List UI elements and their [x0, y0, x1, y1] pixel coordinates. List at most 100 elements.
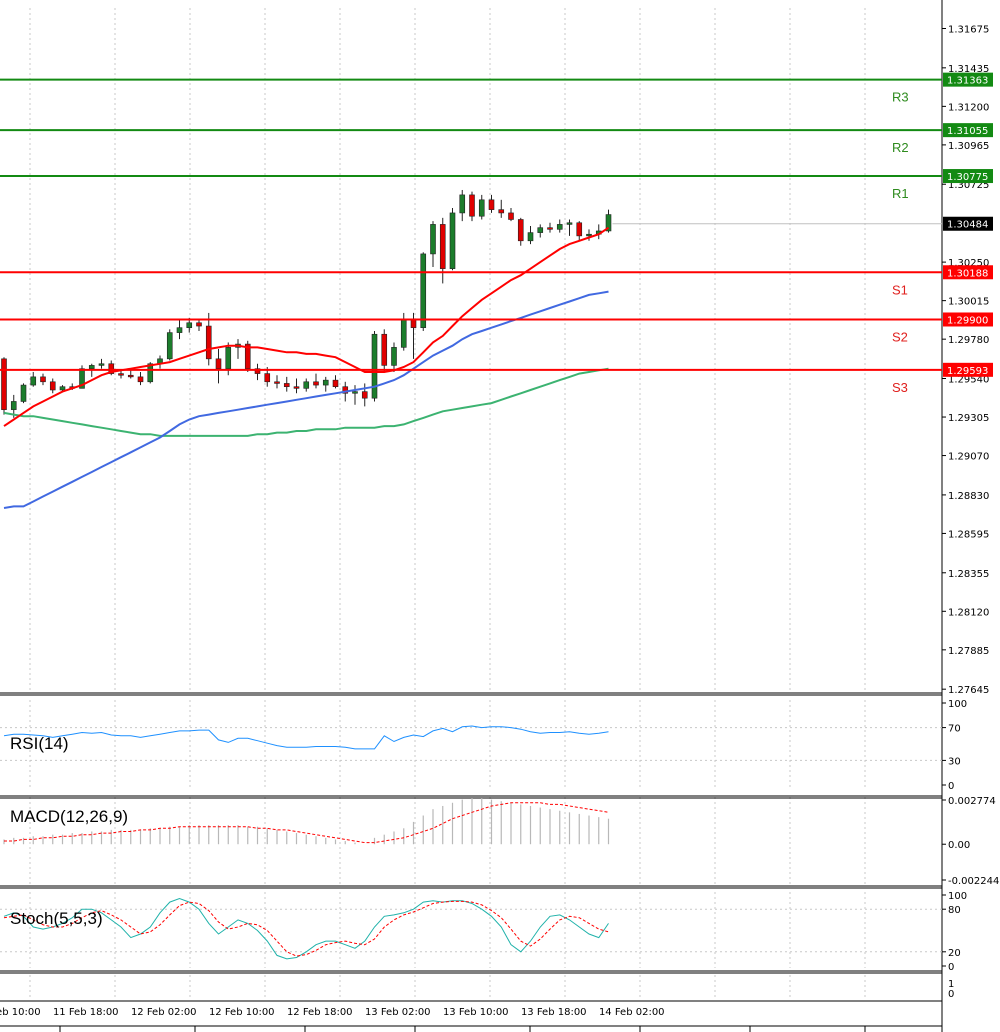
rsi-axis-label: 30	[948, 756, 961, 767]
price-axis-label: 1.31435	[948, 64, 989, 75]
price-axis-label: 1.28595	[948, 529, 989, 540]
pane-borders	[0, 0, 943, 1032]
macd-axis-label: 0.002774	[948, 796, 996, 807]
stoch-axis-label: 20	[948, 948, 961, 959]
macd-label: MACD(12,26,9)	[10, 807, 128, 826]
price-axis-label: 1.28120	[948, 607, 989, 618]
price-axis-label: 1.28830	[948, 491, 989, 502]
candle-body	[430, 224, 436, 255]
rsi-axis-label: 100	[948, 699, 967, 710]
candle-body	[293, 386, 300, 389]
macd-axis-label: -0.002244	[948, 876, 999, 887]
candle-body	[488, 199, 495, 210]
price-axis-label: 1.30015	[948, 297, 989, 308]
candle-body	[10, 401, 17, 410]
candle-body	[59, 386, 66, 391]
candle-body	[566, 222, 573, 225]
price-axis-label: 1.30725	[948, 180, 989, 191]
price-axis-label: 1.29070	[948, 452, 989, 463]
level-name-s2: S2	[892, 329, 908, 344]
level-price-tag	[943, 72, 993, 87]
candle-body	[283, 383, 290, 388]
candle-body	[371, 333, 378, 399]
time-axis-label: 13 Feb 10:00	[443, 1007, 509, 1018]
price-axis-label: 1.31675	[948, 24, 989, 35]
level-price-tag	[943, 123, 993, 138]
candle-body	[137, 376, 144, 383]
rsi-label: RSI(14)	[10, 734, 69, 753]
candle-body	[527, 232, 534, 242]
candle-body	[108, 363, 115, 374]
stoch-pane[interactable]	[0, 897, 942, 960]
price-axis-label: 1.30250	[948, 258, 989, 269]
candle-body	[186, 322, 193, 328]
current-price-label: 1.30484	[947, 220, 988, 231]
level-price-label: 1.31363	[947, 76, 988, 87]
time-axis-label: 12 Feb 18:00	[287, 1007, 353, 1018]
rsi-axis-label: 0	[948, 781, 954, 792]
candle-body	[205, 325, 212, 360]
candle-body	[254, 368, 261, 374]
candle-body	[322, 379, 329, 386]
level-price-tag	[943, 265, 993, 280]
empty-pane-label: 1	[948, 979, 954, 990]
candle-body	[20, 384, 27, 402]
level-name-r2: R2	[892, 140, 909, 155]
stoch-label: Stoch(5,5,3)	[10, 909, 103, 928]
candle-body	[176, 327, 183, 333]
candle-body	[332, 379, 339, 388]
level-name-r3: R3	[892, 90, 909, 105]
candle-body	[508, 212, 514, 220]
candle-body	[469, 194, 475, 217]
candle-body	[147, 363, 154, 383]
candle-body	[439, 224, 446, 269]
candle-body	[400, 319, 407, 348]
level-name-r1: R1	[892, 186, 909, 201]
ma-green-line	[3, 367, 609, 437]
level-price-label: 1.29593	[947, 366, 988, 377]
candle-body	[605, 214, 612, 232]
candle-body	[586, 233, 592, 237]
price-axis-label: 1.29540	[948, 375, 989, 386]
stoch-axis-label: 100	[948, 891, 967, 902]
price-axis-label: 1.27885	[948, 646, 989, 657]
candle-body	[352, 391, 358, 394]
rsi-pane[interactable]	[0, 725, 942, 761]
candle-body	[449, 212, 456, 269]
empty-pane-label: 0	[948, 989, 954, 1000]
price-axis-label: 1.29780	[948, 335, 989, 346]
level-price-label: 1.30775	[947, 172, 988, 183]
candle-body	[391, 347, 397, 366]
rsi-line	[3, 725, 609, 750]
level-price-tag	[943, 312, 993, 327]
time-axis-label: 12 Feb 02:00	[131, 1007, 197, 1018]
time-axis-label: 13 Feb 18:00	[521, 1007, 587, 1018]
macd-pane[interactable]	[3, 797, 610, 845]
level-price-tag	[943, 362, 993, 377]
macd-signal-line	[4, 802, 609, 844]
candle-body	[478, 199, 485, 217]
candle-body	[517, 219, 524, 242]
stoch-axis-label: 0	[948, 962, 954, 973]
ma-blue-line	[3, 290, 609, 509]
time-axis-label: 12 Feb 10:00	[209, 1007, 275, 1018]
price-axis-label: 1.27645	[948, 685, 989, 696]
candle-body	[410, 319, 417, 328]
candle-body	[225, 347, 232, 369]
candle-body	[49, 381, 56, 391]
axes: 1.31675 1.31435 1.31200 1.30965 1.30725 1.302…	[0, 24, 999, 1032]
ma-red-line	[3, 226, 610, 427]
price-axis-label: 1.28355	[948, 569, 989, 580]
candle-body	[361, 391, 368, 399]
candle-body	[537, 227, 544, 233]
candle-body	[303, 381, 310, 389]
candle-body	[547, 227, 553, 230]
level-price-label: 1.29900	[947, 315, 988, 326]
candle-body	[576, 222, 583, 237]
price-pane[interactable]: R3 R2 R1 S1 S2 S3	[0, 78, 942, 509]
candle-body	[88, 365, 95, 369]
candle-body	[98, 363, 105, 366]
stoch-signal-line	[3, 900, 609, 957]
